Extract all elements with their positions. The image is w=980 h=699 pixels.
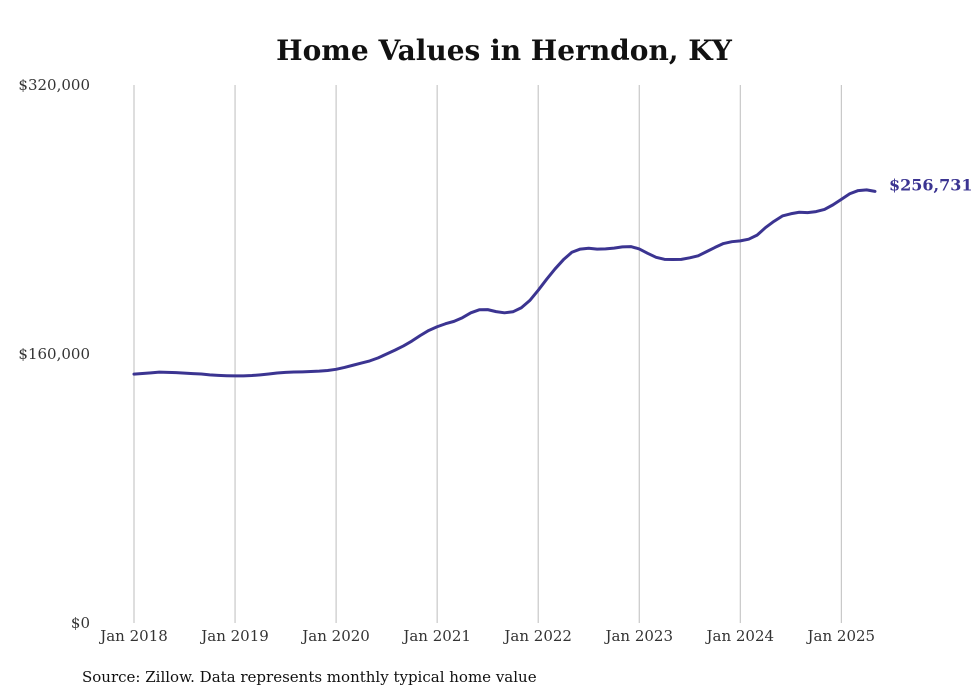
home-value-series-line	[132, 188, 877, 378]
y-tick-label: $160,000	[18, 345, 90, 363]
chart-title: Home Values in Herndon, KY	[276, 34, 733, 67]
y-tick-label: $0	[71, 614, 90, 632]
y-tick-label: $320,000	[18, 76, 90, 94]
latest-value-label: $256,731	[889, 175, 973, 194]
x-axis-ticks: Jan 2018 Jan 2019 Jan 2020 Jan 2021 Jan 2022…	[98, 627, 875, 645]
x-tick-label: Jan 2020	[300, 627, 370, 645]
x-tick-label: Jan 2022	[502, 627, 572, 645]
x-tick-label: Jan 2025	[806, 627, 876, 645]
x-tick-label: Jan 2018	[98, 627, 168, 645]
y-axis-ticks: $0 $160,000 $320,000	[18, 76, 90, 632]
x-tick-label: Jan 2019	[199, 627, 269, 645]
x-tick-label: Jan 2023	[603, 627, 673, 645]
x-tick-label: Jan 2024	[704, 627, 774, 645]
gridlines	[133, 85, 842, 623]
x-tick-label: Jan 2021	[401, 627, 471, 645]
source-note: Source: Zillow. Data represents monthly …	[82, 668, 537, 686]
